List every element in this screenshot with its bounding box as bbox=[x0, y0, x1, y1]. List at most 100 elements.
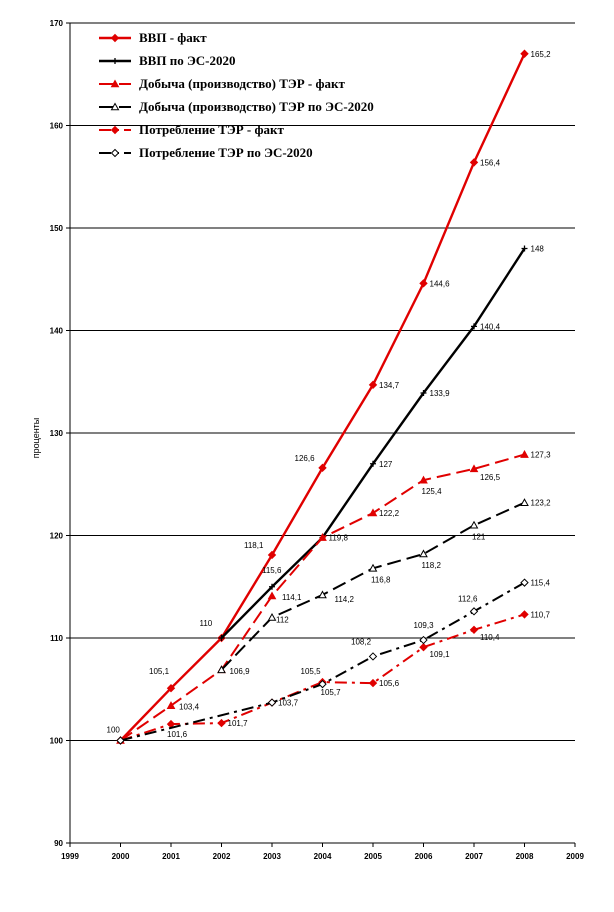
data-point bbox=[368, 678, 378, 688]
data-label: 140,4 bbox=[480, 322, 501, 331]
legend-label: Добыча (производство) ТЭР - факт bbox=[139, 76, 345, 91]
legend-item: ВВП по ЭС-2020 bbox=[99, 53, 235, 68]
y-tick-label: 100 bbox=[50, 737, 64, 746]
data-label: 119,8 bbox=[329, 534, 349, 543]
data-point bbox=[520, 610, 529, 619]
data-point bbox=[218, 635, 225, 641]
data-label: 110,4 bbox=[480, 633, 500, 642]
data-point bbox=[419, 475, 428, 484]
data-label: 100 bbox=[107, 726, 121, 735]
x-tick-label: 2000 bbox=[112, 852, 130, 861]
data-label: 103,4 bbox=[179, 703, 200, 712]
data-point bbox=[267, 550, 277, 560]
data-label: 144,6 bbox=[430, 279, 451, 288]
x-tick-label: 2008 bbox=[516, 852, 534, 861]
data-point bbox=[469, 158, 479, 167]
data-point bbox=[520, 578, 529, 587]
data-label: 110,7 bbox=[531, 610, 551, 619]
legend-item: Добыча (производство) ТЭР по ЭС-2020 bbox=[99, 99, 374, 114]
data-point bbox=[469, 520, 479, 529]
legend: ВВП - факт ВВП по ЭС-2020 Добыча (производ… bbox=[99, 30, 374, 160]
data-label: 101,7 bbox=[228, 719, 249, 728]
legend-item: ВВП - факт bbox=[99, 30, 207, 45]
x-tick-label: 2006 bbox=[415, 852, 433, 861]
data-label: 118,1 bbox=[244, 541, 264, 550]
x-tick-label: 2004 bbox=[314, 852, 332, 861]
y-tick-label: 130 bbox=[50, 429, 64, 438]
y-tick-label: 160 bbox=[50, 122, 64, 131]
data-point bbox=[419, 643, 428, 652]
data-label: 109,1 bbox=[430, 650, 451, 659]
data-point bbox=[318, 590, 327, 599]
data-label: 105,7 bbox=[321, 688, 342, 697]
legend-marker bbox=[110, 125, 120, 135]
data-label: 109,3 bbox=[414, 621, 435, 630]
data-label: 121 bbox=[472, 532, 486, 541]
data-label: 106,9 bbox=[230, 667, 251, 676]
data-label: 165,2 bbox=[531, 50, 552, 59]
data-label: 103,7 bbox=[278, 699, 299, 708]
legend-label: Добыча (производство) ТЭР по ЭС-2020 bbox=[139, 99, 374, 114]
data-point bbox=[420, 390, 427, 397]
y-tick-label: 110 bbox=[50, 634, 63, 643]
legend-marker bbox=[112, 58, 118, 64]
x-tick-label: 2002 bbox=[213, 852, 231, 861]
x-tick-label: 2005 bbox=[364, 852, 382, 861]
data-label: 114,2 bbox=[335, 595, 355, 604]
x-tick-label: 2001 bbox=[162, 852, 180, 861]
data-point bbox=[116, 736, 125, 745]
data-label: 126,5 bbox=[480, 473, 501, 482]
x-tick-label: 2003 bbox=[263, 852, 281, 861]
data-label: 115,4 bbox=[531, 579, 551, 588]
legend-item: Добыча (производство) ТЭР - факт bbox=[99, 76, 345, 91]
data-point bbox=[521, 245, 528, 252]
series-line-3 bbox=[220, 501, 525, 671]
x-tick-label: 2007 bbox=[465, 852, 483, 861]
y-tick-label: 150 bbox=[50, 224, 64, 233]
axes: 90 100 110 120 130 140 150 160 170 1999 2000 2001 20… bbox=[50, 19, 585, 861]
y-tick-label: 140 bbox=[50, 327, 64, 336]
data-point bbox=[419, 635, 428, 645]
data-label: 148 bbox=[531, 245, 545, 254]
data-label: 105,5 bbox=[301, 667, 322, 676]
y-tick-label: 90 bbox=[54, 839, 63, 848]
legend-marker bbox=[110, 148, 120, 158]
data-label: 105,1 bbox=[149, 667, 170, 676]
data-point bbox=[267, 591, 277, 600]
data-point bbox=[368, 508, 378, 517]
data-label: 122,2 bbox=[379, 509, 400, 518]
data-point bbox=[368, 380, 378, 390]
data-point bbox=[267, 698, 277, 707]
data-label: 108,2 bbox=[351, 637, 372, 646]
data-point bbox=[520, 49, 529, 58]
series-lines bbox=[116, 49, 529, 745]
legend-label: Потребление ТЭР - факт bbox=[139, 122, 284, 137]
data-point bbox=[368, 652, 378, 661]
data-point bbox=[469, 625, 479, 635]
data-label: 125,4 bbox=[422, 487, 443, 496]
data-labels: 100 105,1 110 118,1 126,6 134,7 144,6 156,4 165,… bbox=[107, 50, 552, 739]
data-label: 118,2 bbox=[422, 561, 442, 570]
data-label: 123,2 bbox=[531, 499, 552, 508]
data-label: 133,9 bbox=[430, 389, 451, 398]
data-point bbox=[166, 701, 176, 709]
data-label: 127,3 bbox=[531, 451, 552, 460]
data-label: 127 bbox=[379, 460, 393, 469]
data-label: 116,8 bbox=[371, 575, 391, 584]
x-tick-label: 1999 bbox=[61, 852, 79, 861]
data-label: 134,7 bbox=[379, 381, 400, 390]
data-point bbox=[469, 607, 479, 616]
data-label: 112 bbox=[276, 616, 289, 625]
data-point bbox=[318, 533, 327, 541]
data-point bbox=[166, 684, 176, 693]
data-label: 105,6 bbox=[379, 679, 400, 688]
data-point bbox=[318, 463, 327, 473]
legend-item: Потребление ТЭР по ЭС-2020 bbox=[99, 145, 313, 160]
data-point bbox=[368, 563, 378, 572]
data-point bbox=[217, 665, 226, 674]
legend-item: Потребление ТЭР - факт bbox=[99, 122, 284, 137]
y-tick-label: 170 bbox=[50, 19, 64, 28]
legend-marker bbox=[110, 102, 120, 111]
data-label: 112,6 bbox=[458, 594, 478, 603]
